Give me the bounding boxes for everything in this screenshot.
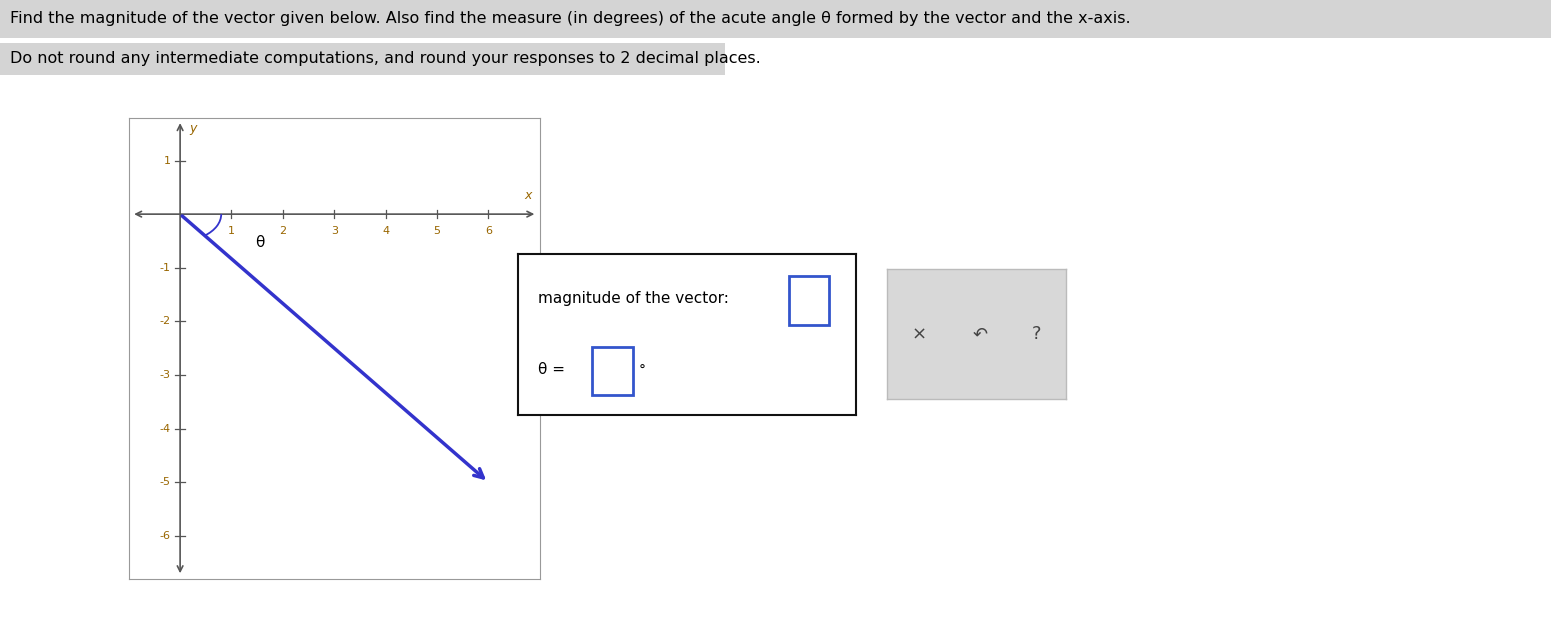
Text: magnitude of the vector:: magnitude of the vector: xyxy=(538,292,729,306)
Text: y: y xyxy=(189,122,197,135)
Text: 6: 6 xyxy=(485,226,492,236)
Text: 4: 4 xyxy=(382,226,389,236)
Text: -3: -3 xyxy=(160,370,171,380)
Text: Do not round any intermediate computations, and round your responses to 2 decima: Do not round any intermediate computatio… xyxy=(9,51,760,66)
Text: -4: -4 xyxy=(160,423,171,434)
Text: x: x xyxy=(524,189,532,202)
Text: -5: -5 xyxy=(160,477,171,487)
Text: Find the magnitude of the vector given below. Also find the measure (in degrees): Find the magnitude of the vector given b… xyxy=(9,12,1131,27)
Text: 1: 1 xyxy=(228,226,236,236)
Bar xyxy=(592,347,633,396)
FancyBboxPatch shape xyxy=(883,268,1070,400)
Text: θ: θ xyxy=(254,235,264,249)
Text: θ =: θ = xyxy=(538,362,565,377)
Bar xyxy=(0,43,724,75)
Text: -1: -1 xyxy=(160,262,171,273)
Text: ?: ? xyxy=(1033,325,1042,344)
Bar xyxy=(0,0,1551,38)
Text: 3: 3 xyxy=(330,226,338,236)
Text: °: ° xyxy=(639,364,645,378)
Text: -6: -6 xyxy=(160,531,171,541)
Text: ×: × xyxy=(912,325,927,344)
Bar xyxy=(788,276,830,324)
Text: 5: 5 xyxy=(433,226,440,236)
Text: -2: -2 xyxy=(160,316,171,326)
Text: 1: 1 xyxy=(164,155,171,165)
Text: 2: 2 xyxy=(279,226,287,236)
Text: ↶: ↶ xyxy=(972,325,988,344)
